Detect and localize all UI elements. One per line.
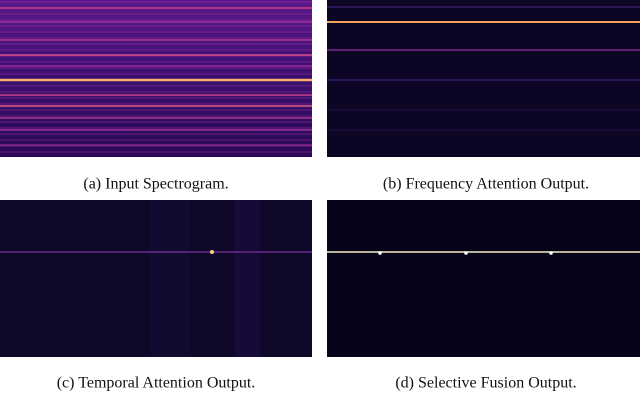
spectrogram-d bbox=[327, 200, 640, 357]
temporal-band bbox=[235, 200, 260, 357]
harmonics bbox=[0, 7, 312, 146]
caption-d: (d) Selective Fusion Output. bbox=[395, 375, 576, 392]
caption-b: (b) Frequency Attention Output. bbox=[383, 176, 589, 193]
hotspot bbox=[210, 250, 214, 254]
panel-b bbox=[327, 0, 640, 157]
spectrogram-texture bbox=[0, 0, 312, 157]
hotspot bbox=[464, 251, 468, 255]
panel-c bbox=[0, 200, 312, 357]
caption-a: (a) Input Spectrogram. bbox=[83, 176, 228, 193]
temporal-band bbox=[150, 200, 190, 357]
caption-c: (c) Temporal Attention Output. bbox=[57, 375, 256, 392]
hotspot bbox=[549, 251, 553, 255]
panel-a bbox=[0, 0, 312, 157]
hotspot bbox=[378, 251, 382, 255]
panel-d bbox=[327, 200, 640, 357]
spectrogram-b bbox=[327, 0, 640, 157]
